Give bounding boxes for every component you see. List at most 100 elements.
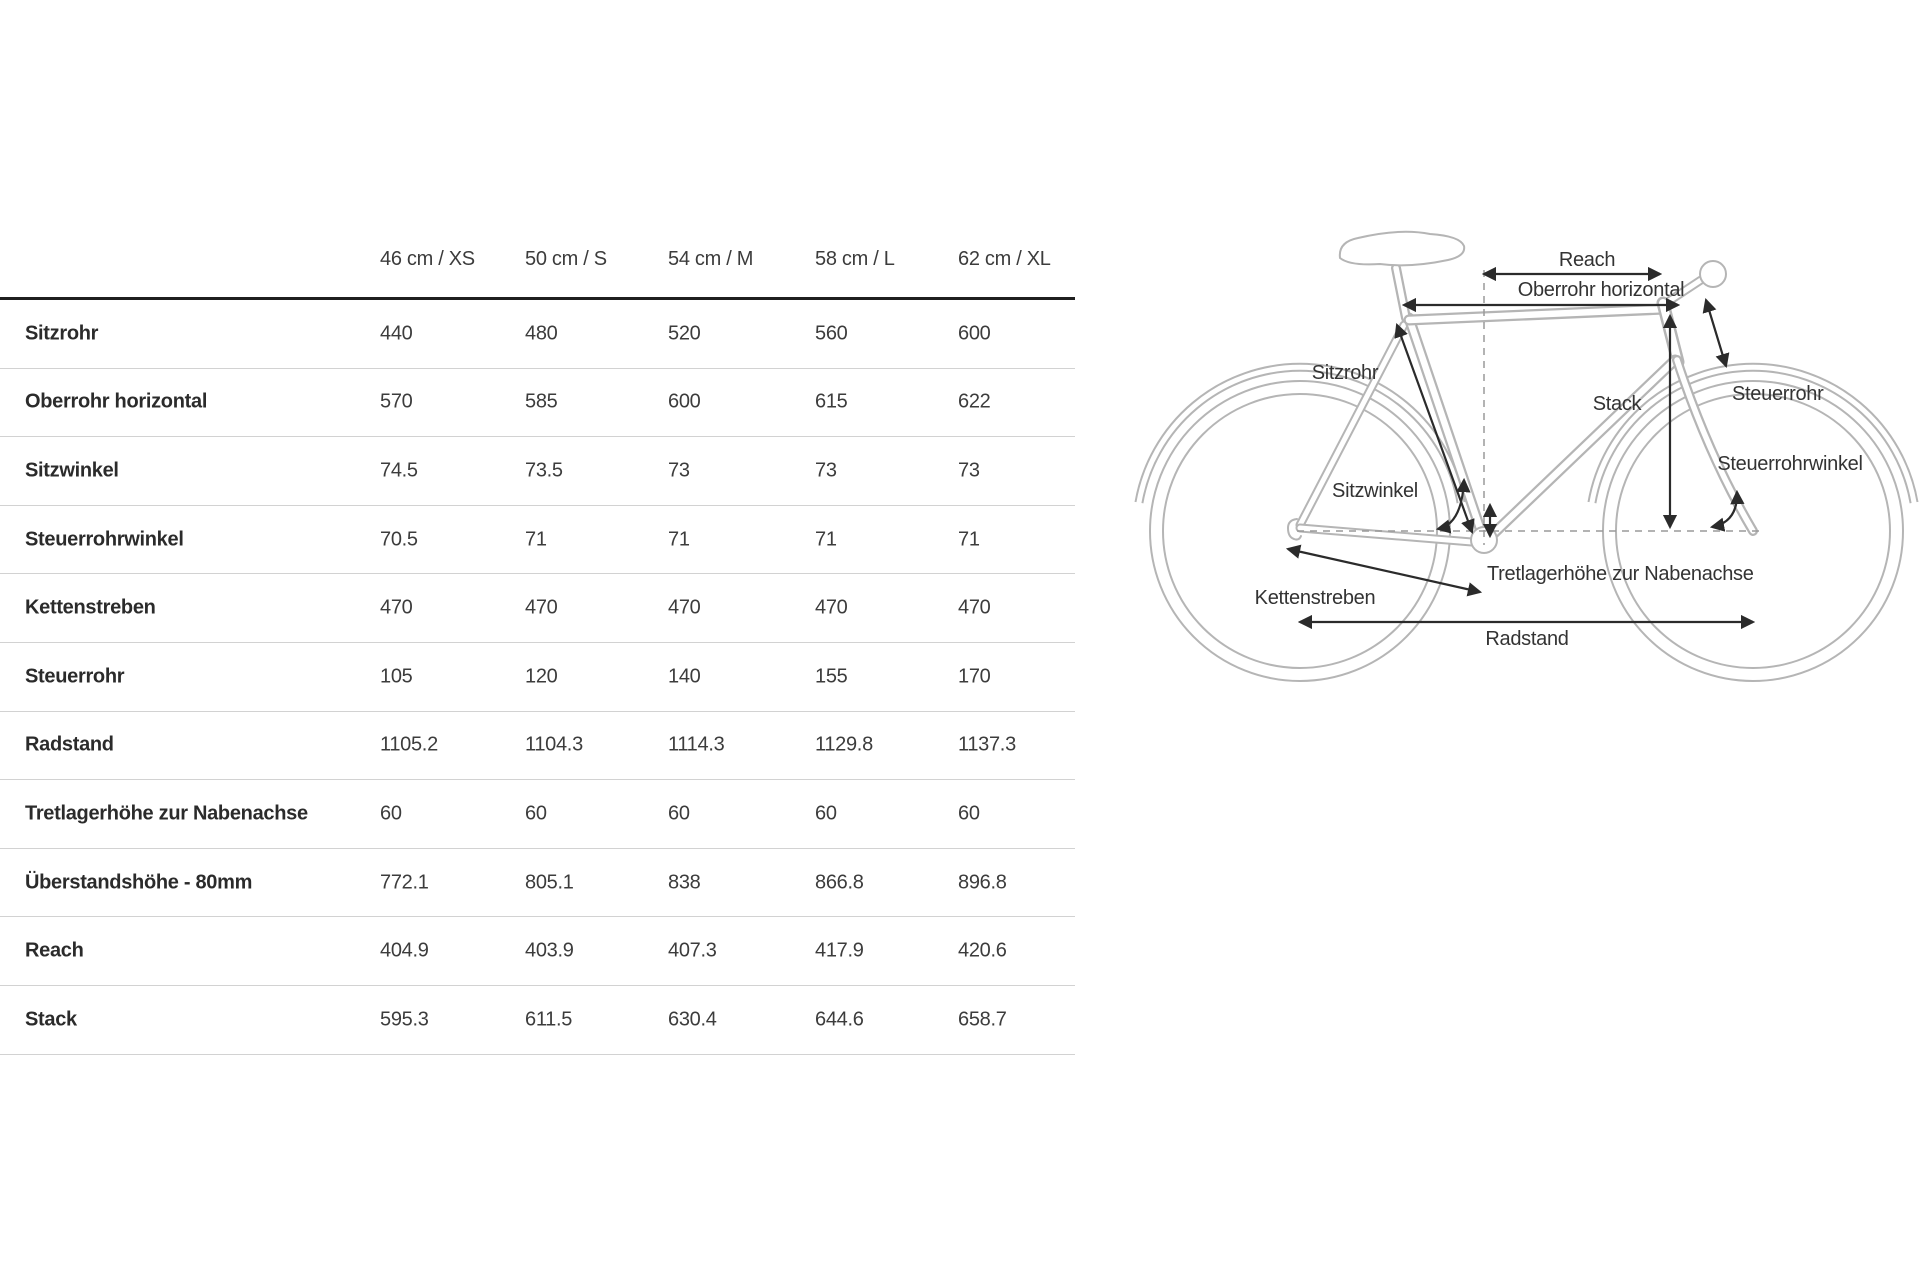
table-cell: 74.5: [380, 459, 418, 482]
table-row: Überstandshöhe - 80mm 772.1 805.1 838 866.8 8…: [0, 849, 1075, 918]
table-cell: 772.1: [380, 871, 429, 894]
table-cell: 404.9: [380, 939, 429, 962]
table-cell: 520: [668, 322, 701, 345]
table-cell: 407.3: [668, 939, 717, 962]
diagram-label-steuerrohrwinkel: Steuerrohrwinkel: [1717, 453, 1862, 475]
table-row: Kettenstreben 470 470 470 470 470: [0, 574, 1075, 643]
handlebar-grip-icon: [1699, 260, 1727, 288]
row-label: Kettenstreben: [25, 596, 156, 619]
diagram-label-stack: Stack: [1593, 393, 1643, 415]
table-cell: 658.7: [958, 1008, 1007, 1031]
table-cell: 600: [958, 322, 991, 345]
table-cell: 480: [525, 322, 558, 345]
table-cell: 70.5: [380, 528, 418, 551]
table-row: Oberrohr horizontal 570 585 600 615 622: [0, 369, 1075, 438]
table-cell: 1137.3: [958, 733, 1016, 756]
table-cell: 896.8: [958, 871, 1007, 894]
table-cell: 644.6: [815, 1008, 864, 1031]
table-cell: 1114.3: [668, 733, 725, 756]
saddle-icon: [1338, 230, 1466, 267]
table-cell: 560: [815, 322, 848, 345]
table-cell: 420.6: [958, 939, 1007, 962]
table-cell: 170: [958, 665, 991, 688]
row-label: Tretlagerhöhe zur Nabenachse: [25, 802, 308, 825]
dimension-arrows: [1285, 266, 1756, 630]
column-header-2: 54 cm / M: [668, 248, 754, 270]
table-cell: 60: [668, 802, 690, 825]
diagram-label-sitzwinkel: Sitzwinkel: [1332, 480, 1418, 502]
diagram-label-oberrohr: Oberrohr horizontal: [1518, 279, 1685, 301]
diagram-label-steuerrohr: Steuerrohr: [1732, 383, 1824, 405]
table-cell: 600: [668, 390, 701, 413]
table-row: Tretlagerhöhe zur Nabenachse 60 60 60 60 60: [0, 780, 1075, 849]
table-cell: 60: [380, 802, 402, 825]
table-cell: 73: [815, 459, 837, 482]
table-cell: 73.5: [525, 459, 563, 482]
table-header-row: 46 cm / XS 50 cm / S 54 cm / M 58 cm / L 62 …: [0, 230, 1075, 300]
sitzwinkel-angle-arrow: [1435, 477, 1471, 534]
table-cell: 470: [380, 596, 413, 619]
column-header-4: 62 cm / XL: [958, 248, 1051, 270]
table-cell: 120: [525, 665, 558, 688]
table-cell: 73: [668, 459, 690, 482]
table-cell: 1129.8: [815, 733, 873, 756]
bike-diagram-svg: Reach Oberrohr horizontal Steuerrohr Sit…: [1134, 230, 1919, 682]
row-label: Überstandshöhe - 80mm: [25, 871, 253, 894]
table-cell: 1105.2: [380, 733, 438, 756]
steuerrohrwinkel-angle-arrow: [1709, 489, 1745, 532]
table-row: Reach 404.9 403.9 407.3 417.9 420.6: [0, 917, 1075, 986]
table-cell: 615: [815, 390, 848, 413]
table-cell: 470: [668, 596, 701, 619]
table-row: Steuerrohr 105 120 140 155 170: [0, 643, 1075, 712]
table-cell: 71: [668, 528, 690, 551]
table-cell: 105: [380, 665, 413, 688]
table-cell: 71: [815, 528, 837, 551]
table-cell: 470: [815, 596, 848, 619]
steuerrohr-arrow: [1702, 297, 1730, 369]
diagram-label-sitzrohr: Sitzrohr: [1312, 362, 1379, 384]
diagram-label-reach: Reach: [1559, 249, 1615, 271]
table-cell: 71: [525, 528, 547, 551]
table-row: Sitzrohr 440 480 520 560 600: [0, 300, 1075, 369]
table-cell: 60: [958, 802, 980, 825]
table-cell: 140: [668, 665, 701, 688]
table-cell: 470: [958, 596, 991, 619]
table-cell: 838: [668, 871, 701, 894]
diagram-label-radstand: Radstand: [1485, 628, 1568, 650]
row-label: Steuerrohr: [25, 665, 125, 688]
table-cell: 60: [815, 802, 837, 825]
table-cell: 155: [815, 665, 848, 688]
row-label: Reach: [25, 939, 84, 962]
table-cell: 73: [958, 459, 980, 482]
table-cell: 630.4: [668, 1008, 717, 1031]
table-cell: 440: [380, 322, 413, 345]
table-cell: 1104.3: [525, 733, 583, 756]
row-label: Radstand: [25, 733, 114, 756]
table-cell: 611.5: [525, 1008, 573, 1031]
row-label: Sitzrohr: [25, 322, 99, 345]
table-cell: 622: [958, 390, 991, 413]
diagram-label-kettenstreben: Kettenstreben: [1255, 587, 1376, 609]
kettenstreben-arrow: [1285, 544, 1483, 597]
column-header-0: 46 cm / XS: [380, 248, 475, 270]
table-cell: 417.9: [815, 939, 864, 962]
row-label: Oberrohr horizontal: [25, 390, 208, 413]
row-label: Sitzwinkel: [25, 459, 119, 482]
row-label: Steuerrohrwinkel: [25, 528, 184, 551]
table-row: Radstand 1105.2 1104.3 1114.3 1129.8 1137.3: [0, 712, 1075, 781]
table-cell: 71: [958, 528, 980, 551]
table-cell: 570: [380, 390, 413, 413]
table-row: Sitzwinkel 74.5 73.5 73 73 73: [0, 437, 1075, 506]
table-row: Stack 595.3 611.5 630.4 644.6 658.7: [0, 986, 1075, 1055]
table-cell: 470: [525, 596, 558, 619]
table-body: Sitzrohr 440 480 520 560 600 Oberrohr horizont…: [0, 300, 1075, 1055]
table-cell: 805.1: [525, 871, 574, 894]
table-cell: 866.8: [815, 871, 864, 894]
table-cell: 585: [525, 390, 558, 413]
row-label: Stack: [25, 1008, 77, 1031]
table-row: Steuerrohrwinkel 70.5 71 71 71 71: [0, 506, 1075, 575]
table-cell: 595.3: [380, 1008, 429, 1031]
bike-geometry-diagram: Reach Oberrohr horizontal Steuerrohr Sit…: [1100, 220, 1920, 700]
table-cell: 403.9: [525, 939, 574, 962]
diagram-label-tretlagerhoehe: Tretlagerhöhe zur Nabenachse: [1487, 563, 1754, 585]
